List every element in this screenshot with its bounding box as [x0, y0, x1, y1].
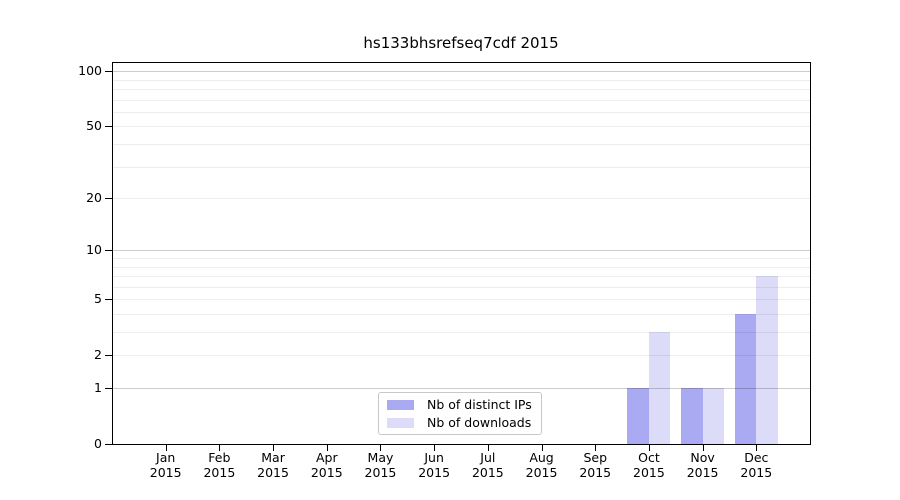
gridline-major: [112, 388, 810, 389]
bar-nb-of-distinct-ips-dec-2015: [734, 313, 757, 444]
x-tick-label-month: Jul: [480, 450, 496, 465]
bar-nb-of-downloads-oct-2015: [648, 332, 671, 444]
gridline-minor: [112, 144, 810, 146]
gridline-minor: [112, 286, 810, 288]
legend-swatch-distinct-ips: [387, 399, 414, 410]
x-tick-label-month: May: [367, 450, 394, 465]
x-tick-label: Nov 2015: [673, 450, 733, 480]
x-tick-label-year: 2015: [149, 465, 182, 480]
x-tick-label: Jun 2015: [404, 450, 464, 480]
x-tick-mark: [487, 445, 489, 451]
legend: Nb of distinct IPs Nb of downloads: [378, 392, 542, 435]
gridline-minor: [112, 313, 810, 315]
x-tick-mark: [702, 445, 704, 451]
y-tick-label: 2: [94, 347, 102, 363]
bar-nb-of-downloads-nov-2015: [702, 388, 725, 444]
y-tick-mark: [105, 126, 112, 128]
x-tick-label-month: Dec: [744, 450, 769, 465]
gridline-minor: [112, 79, 810, 81]
x-tick-label-month: Mar: [261, 450, 285, 465]
x-tick-label-year: 2015: [579, 465, 612, 480]
x-tick-mark: [756, 445, 758, 451]
x-tick-mark: [595, 445, 597, 451]
x-tick-mark: [273, 445, 275, 451]
x-tick-label: Apr 2015: [297, 450, 357, 480]
x-tick-mark: [648, 445, 650, 451]
x-tick-label-year: 2015: [525, 465, 558, 480]
x-tick-label-month: Jun: [424, 450, 444, 465]
chart-title: hs133bhsrefseq7cdf 2015: [363, 34, 559, 52]
legend-label-downloads: Nb of downloads: [427, 414, 532, 430]
x-tick-label-year: 2015: [740, 465, 773, 480]
gridline-minor: [112, 166, 810, 168]
bar-nb-of-downloads-dec-2015: [756, 276, 778, 444]
y-tick-mark: [105, 198, 112, 200]
y-tick-label: 0: [94, 436, 102, 451]
y-tick-label: 1: [94, 380, 102, 395]
y-tick-label: 20: [86, 190, 102, 206]
y-tick-mark: [105, 444, 112, 445]
x-tick-label-month: Oct: [638, 450, 660, 465]
x-tick-label: Jul 2015: [458, 450, 518, 480]
x-tick-mark: [219, 445, 221, 451]
x-tick-label: Sep 2015: [565, 450, 625, 480]
y-tick-mark: [105, 71, 112, 73]
gridline-minor: [112, 355, 810, 357]
x-tick-label-month: Nov: [690, 450, 715, 465]
y-tick-mark: [105, 299, 112, 301]
gridline-minor: [112, 126, 810, 128]
x-tick-label-month: Apr: [315, 450, 338, 465]
gridline-minor: [112, 111, 810, 113]
y-tick-label: 100: [78, 63, 102, 79]
gridline-minor: [112, 198, 810, 200]
y-tick-mark: [105, 388, 112, 389]
gridline-minor: [112, 99, 810, 101]
x-tick-label: Oct 2015: [619, 450, 679, 480]
x-tick-label-year: 2015: [257, 465, 289, 480]
legend-label-distinct-ips: Nb of distinct IPs: [427, 396, 532, 412]
x-tick-label-year: 2015: [310, 465, 343, 480]
x-tick-label-year: 2015: [364, 465, 397, 480]
y-tick-mark: [105, 250, 112, 252]
x-tick-label: Jan 2015: [136, 450, 196, 480]
y-tick-label: 10: [86, 242, 102, 258]
x-tick-label: Dec 2015: [726, 450, 786, 480]
gridline-minor: [112, 276, 810, 278]
x-tick-label-year: 2015: [471, 465, 504, 480]
gridline-minor: [112, 332, 810, 334]
x-tick-label-month: Feb: [208, 450, 231, 465]
x-tick-label: Mar 2015: [243, 450, 303, 480]
x-tick-label-month: Jan: [156, 450, 176, 465]
x-tick-label: Feb 2015: [189, 450, 249, 480]
x-tick-label-year: 2015: [633, 465, 665, 480]
gridline-minor: [112, 89, 810, 91]
gridline-minor: [112, 258, 810, 259]
gridline-minor: [112, 299, 810, 301]
gridline-major: [112, 250, 810, 252]
x-tick-label-year: 2015: [203, 465, 236, 480]
y-tick-mark: [105, 355, 112, 357]
legend-item-downloads: Nb of downloads: [387, 414, 541, 430]
gridline-minor: [112, 266, 810, 268]
bar-nb-of-distinct-ips-nov-2015: [681, 388, 703, 444]
x-tick-label-year: 2015: [418, 465, 451, 480]
x-tick-mark: [434, 445, 436, 451]
x-tick-mark: [380, 445, 382, 451]
x-tick-label-month: Sep: [583, 450, 607, 465]
x-tick-label-month: Aug: [529, 450, 554, 465]
x-tick-label-year: 2015: [686, 465, 719, 480]
legend-item-distinct-ips: Nb of distinct IPs: [387, 396, 541, 412]
x-tick-mark: [541, 445, 543, 451]
x-tick-label: May 2015: [350, 450, 410, 480]
bar-nb-of-distinct-ips-oct-2015: [627, 388, 649, 444]
x-tick-mark: [326, 445, 328, 451]
x-tick-mark: [165, 445, 167, 451]
gridline-major: [112, 71, 810, 73]
legend-swatch-downloads: [387, 417, 414, 428]
x-tick-label: Aug 2015: [512, 450, 572, 480]
y-tick-label: 50: [86, 118, 102, 134]
y-tick-label: 5: [94, 291, 102, 307]
